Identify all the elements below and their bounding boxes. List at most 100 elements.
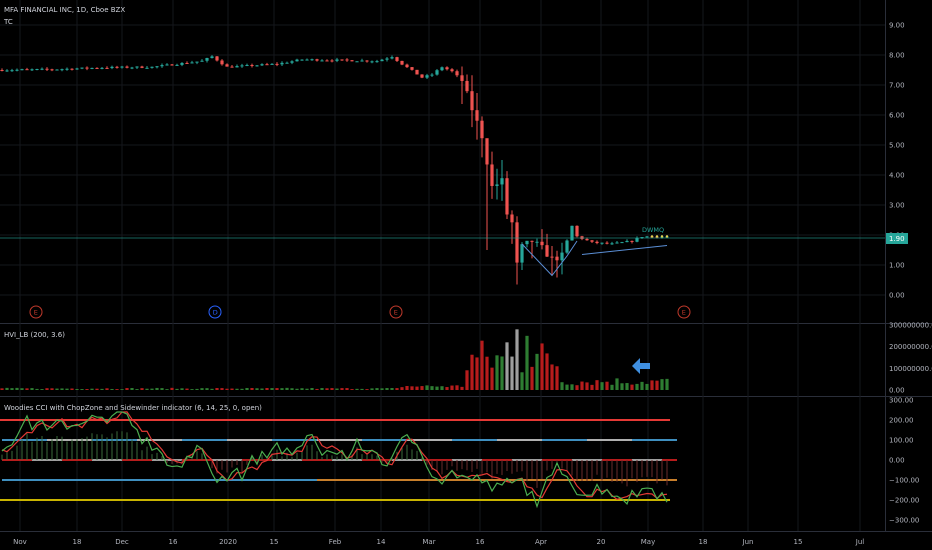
- candle-body: [375, 61, 379, 63]
- cci-pane[interactable]: [0, 411, 677, 509]
- time-axis[interactable]: Nov 18 Dec 16 2020 15 Feb 14 Mar 16 Apr 20 May 18 Jun 1…: [13, 538, 864, 546]
- candle-body: [460, 75, 464, 81]
- candle-body: [25, 69, 29, 71]
- time-axis-tick: 15: [794, 538, 803, 546]
- cci-axis[interactable]: 300.00 200.00 100.00 0.00 −100.00 −200.00 −300…: [889, 397, 919, 525]
- grid: [0, 0, 885, 531]
- volume-pane[interactable]: [0, 329, 669, 390]
- candle-body: [615, 242, 619, 244]
- volume-bar: [330, 388, 334, 390]
- volume-bar: [500, 356, 504, 390]
- volume-bar: [400, 387, 404, 390]
- candle-body: [205, 58, 209, 61]
- volume-bar: [315, 388, 319, 390]
- price-axis-tick: 7.00: [889, 82, 905, 90]
- candle-body: [190, 62, 194, 64]
- volume-bar: [5, 387, 9, 390]
- candle-body: [285, 62, 289, 64]
- volume-bar: [460, 386, 464, 390]
- time-axis-tick: 18: [73, 538, 82, 546]
- candle-body: [350, 60, 354, 62]
- time-axis-tick: 18: [699, 538, 708, 546]
- signal-marker: [650, 235, 654, 238]
- volume-bar: [10, 388, 14, 390]
- volume-bar: [620, 383, 624, 390]
- volume-bar: [385, 388, 389, 390]
- volume-bar: [280, 388, 284, 390]
- volume-bar: [430, 386, 434, 390]
- volume-bar: [85, 389, 89, 390]
- event-badge: [29, 305, 43, 319]
- time-axis-tick: Feb: [329, 538, 342, 546]
- candle-body: [510, 214, 514, 223]
- cci-axis-tick: −300.00: [889, 517, 919, 525]
- volume-bar: [635, 383, 639, 390]
- volume-bar: [285, 387, 289, 390]
- volume-bar: [605, 381, 609, 390]
- candle-body: [335, 59, 339, 61]
- candle-body: [245, 64, 249, 66]
- candle-body: [75, 68, 79, 70]
- volume-bar: [540, 343, 544, 390]
- candle-body: [435, 70, 439, 75]
- candle-body: [100, 67, 104, 69]
- price-axis-tick: 8.00: [889, 52, 905, 60]
- volume-bar: [225, 388, 229, 390]
- volume-bar: [480, 340, 484, 390]
- volume-bar: [35, 388, 39, 390]
- price-axis[interactable]: 9.008.007.006.005.004.003.002.001.000.00: [889, 22, 905, 300]
- candle-body: [5, 70, 9, 72]
- volume-bar: [515, 329, 519, 390]
- volume-bar: [625, 383, 629, 390]
- volume-bar: [645, 383, 649, 390]
- volume-bar: [60, 388, 64, 390]
- candle-body: [535, 241, 539, 243]
- candle-body: [0, 70, 4, 71]
- volume-pane-title: HVI_LB (200, 3.6): [4, 331, 65, 339]
- volume-bar: [590, 384, 594, 390]
- volume-bar: [275, 388, 279, 390]
- candle-body: [545, 245, 549, 257]
- volume-bar: [260, 388, 264, 390]
- price-axis-tick: 0.00: [889, 292, 905, 300]
- candle-body: [300, 59, 304, 61]
- candle-body: [530, 240, 534, 242]
- candle-body: [80, 67, 84, 69]
- time-axis-tick: Jul: [855, 538, 865, 546]
- price-pane[interactable]: DWMQ E D E E: [0, 55, 885, 319]
- candle-body: [315, 59, 319, 61]
- candle-body: [355, 61, 359, 63]
- volume-bar: [415, 386, 419, 390]
- candle-body: [365, 60, 369, 62]
- volume-bar: [485, 356, 489, 390]
- volume-bar: [610, 384, 614, 390]
- volume-bar: [110, 388, 114, 390]
- volume-bar: [90, 388, 94, 390]
- candle-body: [325, 60, 329, 62]
- volume-bar: [265, 388, 269, 390]
- cci-axis-tick: 0.00: [889, 457, 905, 465]
- time-axis-tick: 14: [377, 538, 386, 546]
- volume-axis[interactable]: 300000000.00 200000000.00 100000000.00 0.00: [889, 322, 932, 395]
- volume-bar: [565, 384, 569, 390]
- signal-marker: [665, 235, 669, 238]
- candle-body: [390, 57, 394, 59]
- candle-body: [195, 61, 199, 63]
- volume-bar: [270, 388, 274, 390]
- candle-body: [180, 62, 184, 65]
- candle-body: [475, 110, 479, 121]
- volume-bar: [550, 364, 554, 390]
- cci-axis-tick: 300.00: [889, 397, 914, 405]
- volume-bar: [190, 389, 194, 390]
- volume-bar: [370, 388, 374, 390]
- volume-bar: [205, 388, 209, 390]
- candle-body: [345, 59, 349, 61]
- candle-body: [400, 60, 404, 65]
- volume-axis-tick: 200000000.00: [889, 343, 932, 351]
- volume-bar: [180, 388, 184, 390]
- candle-body: [575, 225, 579, 237]
- candle-body: [35, 69, 39, 71]
- volume-bar: [410, 386, 414, 390]
- volume-bar: [70, 388, 74, 390]
